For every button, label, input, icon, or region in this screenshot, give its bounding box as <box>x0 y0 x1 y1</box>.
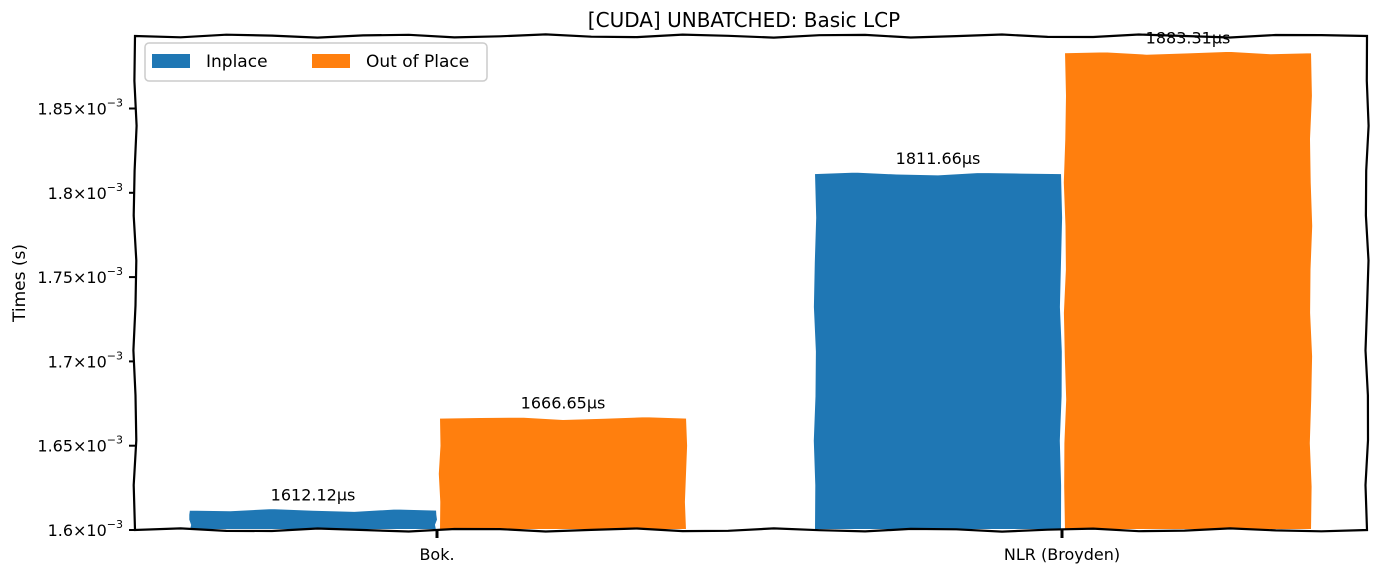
data-label-inplace-nlr-broyden: 1811.66μs <box>896 149 981 168</box>
x-tick-label-bok: Bok. <box>419 545 454 564</box>
bars-group: 1612.12μs 1666.65μs 1811.66μs 1883.31μs <box>187 28 1315 531</box>
bar-out-of-place-bok <box>436 415 690 531</box>
y-tick-label: 1.6×10−3 <box>48 518 123 540</box>
legend-swatch-out-of-place <box>312 54 350 68</box>
y-axis-label: Times (s) <box>10 244 30 323</box>
x-axis-ticks: Bok. NLR (Broyden) <box>419 530 1120 564</box>
data-label-out-of-place-bok: 1666.65μs <box>521 394 606 413</box>
chart-title: [CUDA] UNBATCHED: Basic LCP <box>588 8 900 32</box>
plot-frame <box>132 33 1370 533</box>
y-axis-ticks: 1.6×10−3 1.65×10−3 1.7×10−3 1.75×10−3 1.8×10… <box>37 96 135 540</box>
legend-label-out-of-place: Out of Place <box>366 52 469 72</box>
legend-swatch-inplace <box>152 54 190 68</box>
data-label-out-of-place-nlr-broyden: 1883.31μs <box>1146 28 1231 47</box>
y-tick-label: 1.8×10−3 <box>48 181 123 203</box>
bar-inplace-bok <box>187 507 440 531</box>
y-tick-label: 1.85×10−3 <box>37 96 123 118</box>
legend-label-inplace: Inplace <box>206 52 268 72</box>
legend: Inplace Out of Place <box>144 42 488 82</box>
y-tick-label: 1.75×10−3 <box>37 265 123 287</box>
data-label-inplace-bok: 1612.12μs <box>271 486 356 505</box>
x-tick-label-nlr-broyden: NLR (Broyden) <box>1004 545 1120 564</box>
y-tick-label: 1.65×10−3 <box>37 434 123 456</box>
bar-out-of-place-nlr-broyden <box>1061 49 1315 531</box>
bar-inplace-nlr-broyden <box>811 170 1065 531</box>
y-tick-label: 1.7×10−3 <box>48 349 123 371</box>
